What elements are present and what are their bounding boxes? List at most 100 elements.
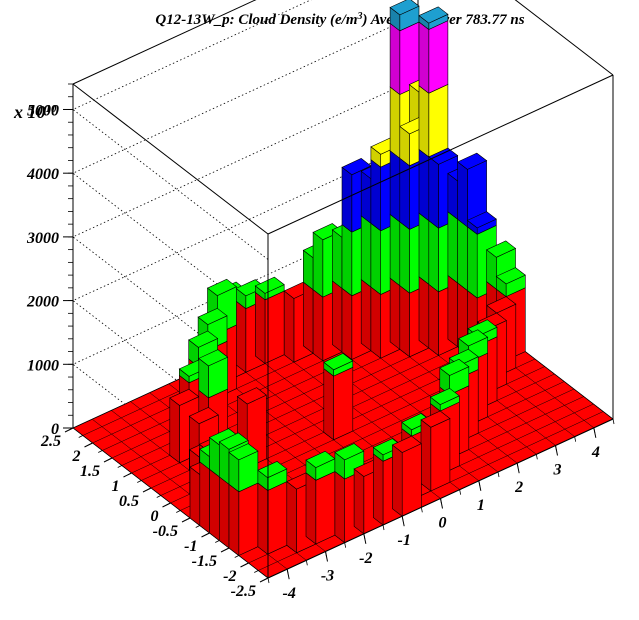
bar-side [447, 274, 459, 348]
bar [305, 450, 336, 545]
y-tick-label: -2 [223, 568, 236, 585]
bar-top [228, 443, 259, 461]
bar-side [334, 470, 346, 544]
x-tick-label: 0 [439, 515, 447, 532]
bar-side [219, 476, 230, 549]
bar-side [312, 231, 324, 298]
bar-side [399, 221, 410, 294]
y-minor-tick [185, 517, 191, 521]
x-tick-label: 1 [477, 497, 485, 514]
bar [254, 276, 285, 365]
z-tick-label: 5000 [27, 102, 59, 119]
bar-top [206, 278, 237, 296]
bar-side [370, 158, 382, 232]
bar-side [257, 482, 269, 555]
bar-top [188, 330, 219, 348]
bar-side [370, 222, 382, 296]
x-tick-label: -4 [283, 585, 296, 602]
bar-top [341, 158, 372, 176]
bar-side [305, 472, 317, 545]
bar-side [467, 226, 478, 299]
bar-side [389, 213, 401, 287]
x-minor-tick [593, 427, 596, 433]
bar-side [447, 211, 459, 284]
z-tick-label: 0 [51, 421, 59, 438]
x-minor-tick [497, 471, 500, 478]
z-tick-label: 4000 [26, 166, 59, 183]
x-minor-tick [478, 480, 481, 486]
bar-side [428, 283, 439, 357]
bar-side [360, 170, 372, 224]
bar-side [418, 276, 430, 349]
x-minor-tick [305, 560, 308, 566]
y-minor-tick [107, 457, 113, 461]
bar-top [420, 410, 451, 428]
bar-side [399, 284, 410, 358]
bar-top [457, 152, 488, 170]
y-axis: 2.5 21.5 10.5 0-0.5 -1-1.5 -2-2.5 [40, 427, 269, 600]
bar-side [331, 229, 343, 289]
y-minor-tick [195, 525, 200, 528]
bar-top [466, 211, 497, 229]
y-minor-tick [117, 465, 122, 468]
y-minor-tick [146, 487, 152, 491]
bar-side [372, 453, 384, 526]
y-minor-tick [127, 472, 132, 476]
bar-face [428, 83, 449, 158]
y-tick-label: 1.5 [80, 463, 100, 480]
y-minor-tick [68, 427, 74, 431]
bar-side [228, 483, 240, 557]
z-axis: 0 1000 2000 3000 4000 5000 [26, 83, 74, 438]
bar-top [236, 387, 267, 405]
z-tick-label: 1000 [27, 357, 59, 374]
bar-top [391, 435, 422, 453]
x-tick-label: 3 [553, 462, 562, 479]
x-axis: -4 -3 -2 -1 0 1 2 3 4 [267, 418, 615, 602]
y-minor-tick [98, 450, 103, 453]
bar-side [392, 444, 403, 517]
bar-top [257, 461, 288, 479]
x-minor-tick [344, 542, 347, 548]
bar [228, 443, 259, 557]
x-tick-label: 4 [591, 444, 600, 461]
y-minor-tick [88, 442, 93, 446]
bar-top [486, 240, 517, 258]
y-tick-label: 0 [151, 508, 159, 525]
bar-top [439, 358, 470, 376]
frame-top-front [267, 74, 614, 235]
y-tick-label: 1 [112, 478, 120, 495]
y-minor-tick [205, 532, 210, 536]
bar-face [333, 366, 354, 441]
y-tick-label: -0.5 [153, 523, 178, 540]
x-minor-tick [459, 489, 462, 495]
y-minor-tick [176, 510, 181, 513]
bar [323, 353, 354, 441]
frame-top-right [514, 0, 614, 76]
x-minor-tick [612, 418, 615, 425]
y-minor-tick [224, 547, 230, 551]
bar-face [267, 481, 288, 555]
bar-top [323, 353, 354, 371]
bar-top [254, 276, 285, 294]
bar-side [169, 397, 180, 464]
bar-side [341, 287, 353, 361]
bar-side [235, 300, 247, 373]
y-minor-tick [254, 570, 259, 573]
x-minor-tick [267, 577, 270, 584]
bar-top [389, 0, 420, 16]
y-minor-tick [166, 502, 171, 506]
y-minor-tick [234, 555, 239, 558]
x-minor-tick [420, 507, 423, 513]
z-tick-label: 2000 [26, 294, 59, 311]
bar-top [188, 407, 219, 425]
y-minor-tick [78, 435, 83, 438]
bar-side [189, 466, 201, 527]
bar [420, 410, 451, 492]
x-minor-tick [363, 533, 366, 539]
bar-top [495, 267, 526, 285]
bar-side [457, 218, 468, 292]
x-minor-tick [286, 569, 289, 575]
bar-face [430, 418, 451, 492]
bar-side [418, 212, 430, 285]
